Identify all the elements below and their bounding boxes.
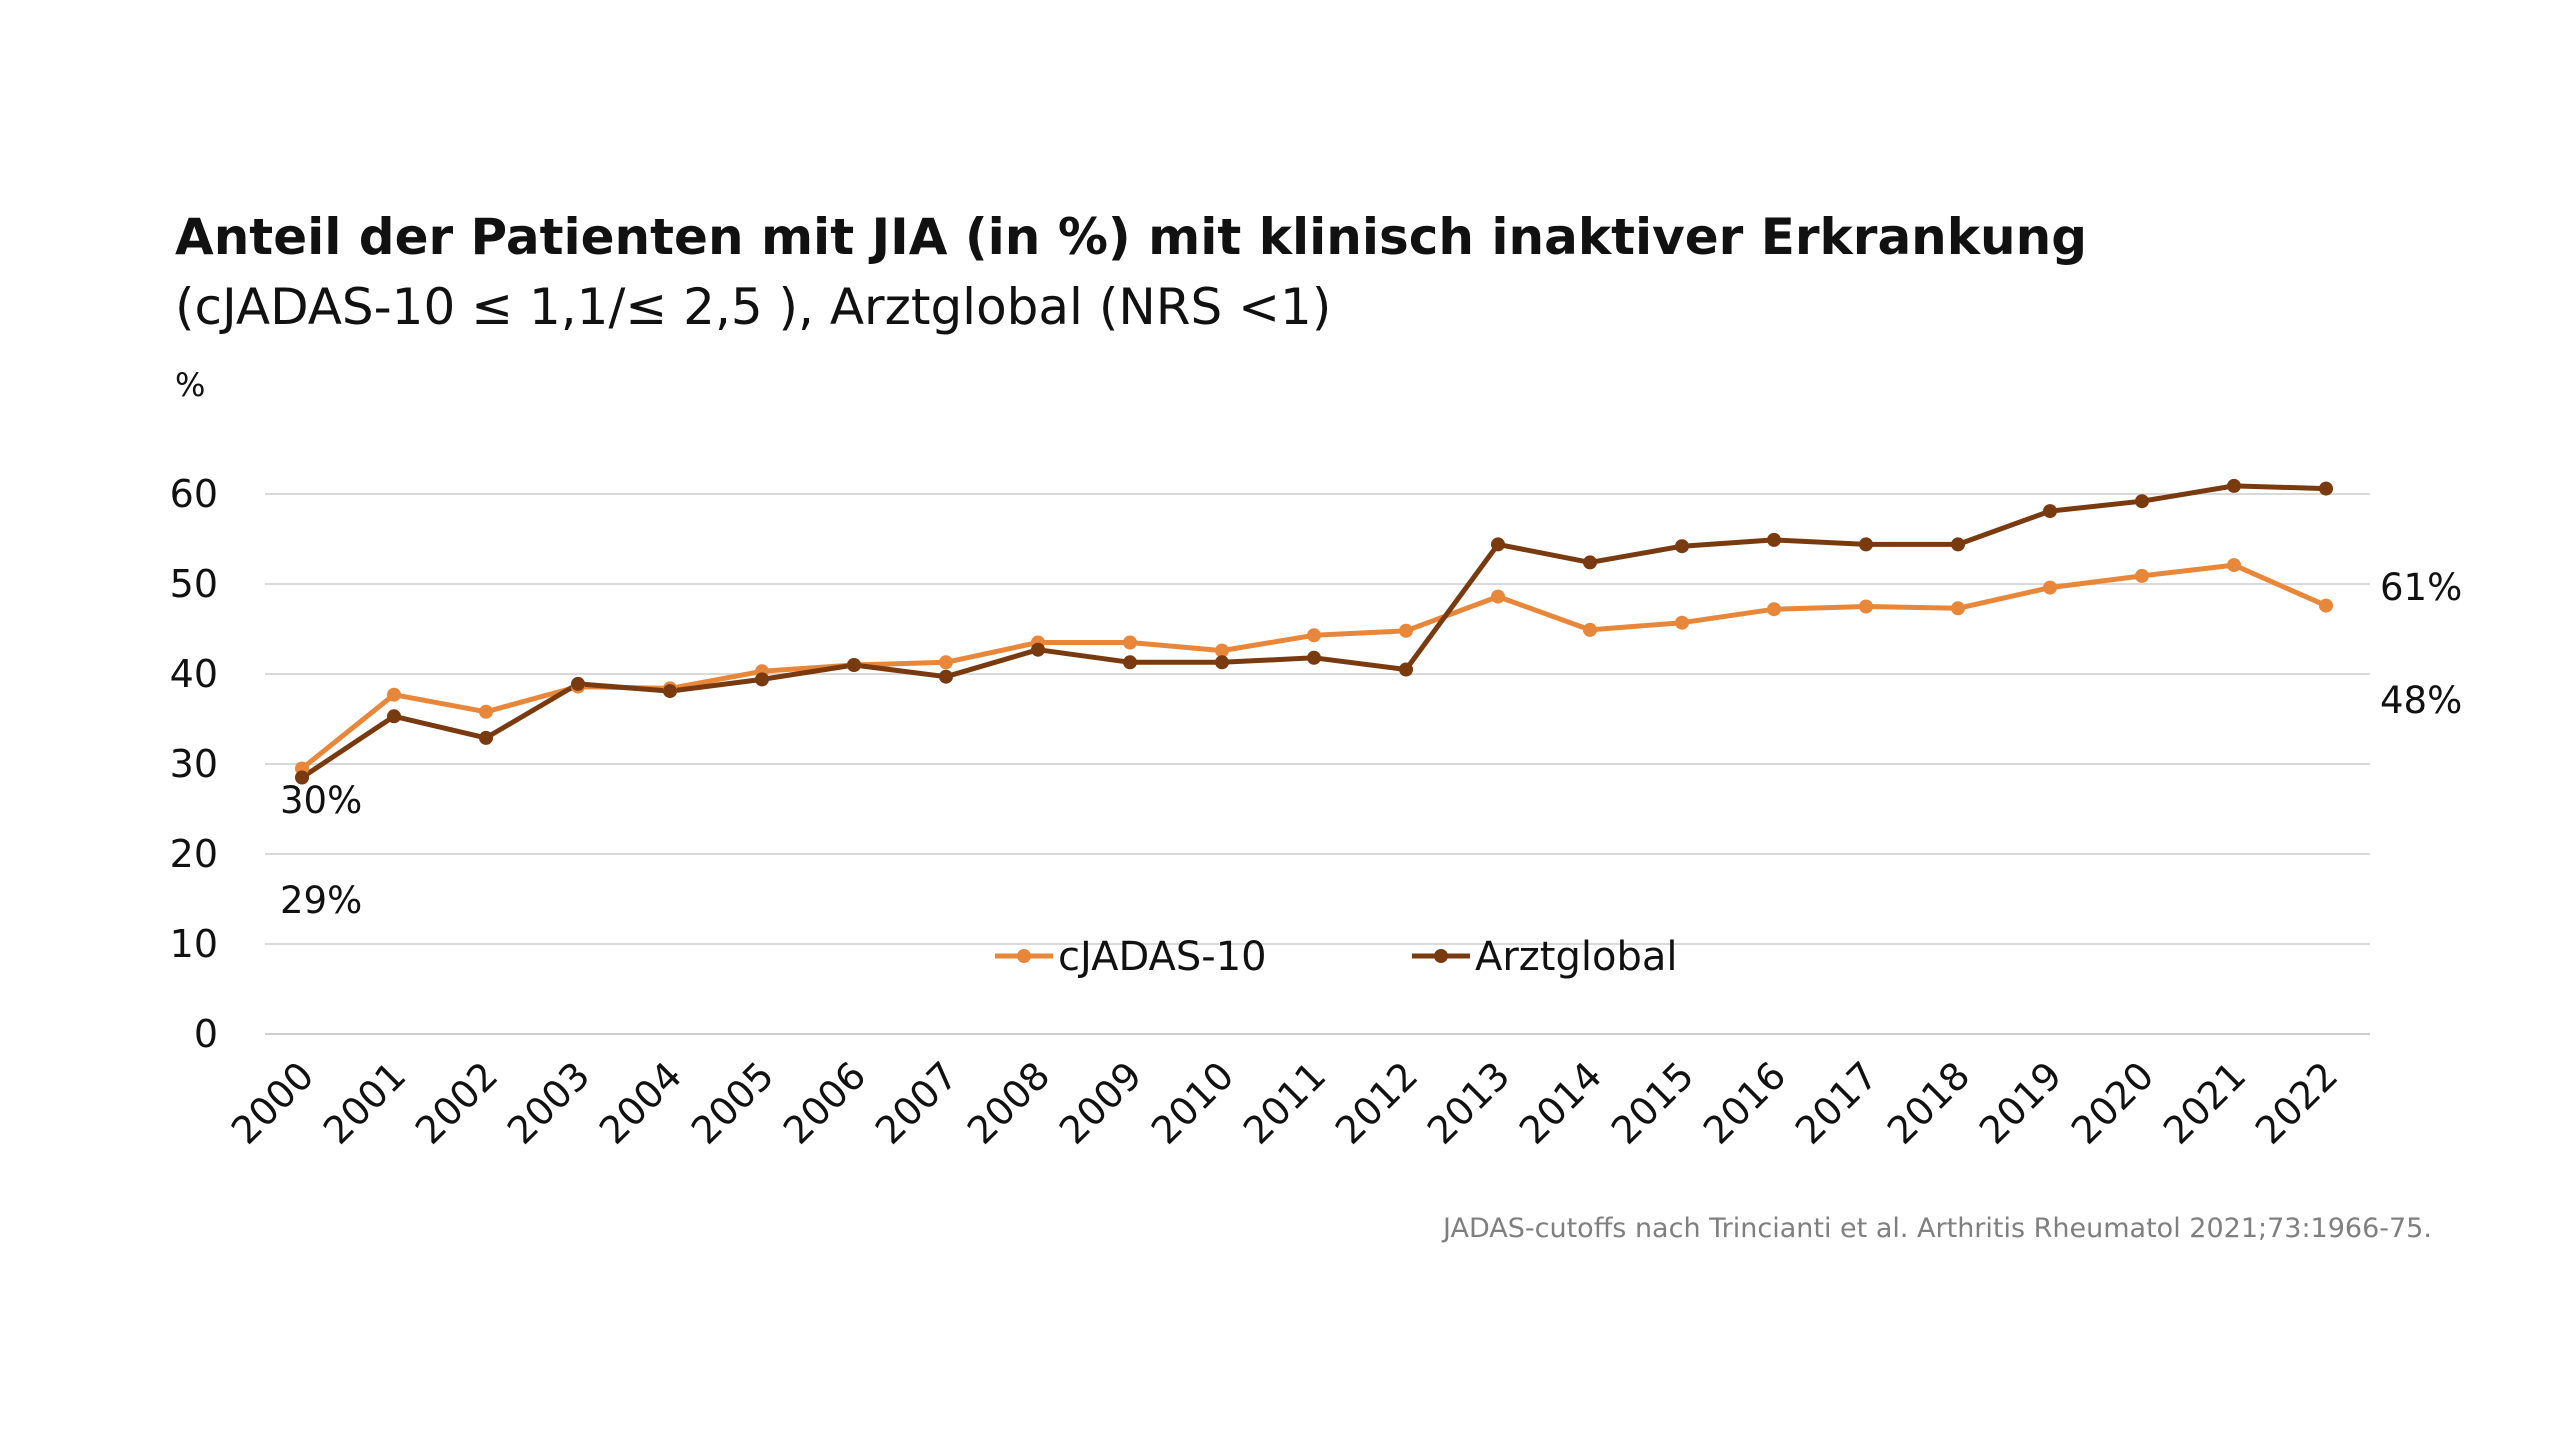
data-point-cJADAS-10-2014[interactable] bbox=[1583, 622, 1597, 637]
legend-item-arztglobal[interactable]: Arztglobal bbox=[1412, 934, 1677, 980]
data-point-Arztglobal-2022[interactable] bbox=[2319, 481, 2333, 496]
legend-marker-arztglobal bbox=[1434, 949, 1448, 963]
chart-subtitle: (cJADAS-10 ≤ 1,1/≤ 2,5 ), Arztglobal (NR… bbox=[175, 278, 1332, 336]
data-point-Arztglobal-2001[interactable] bbox=[387, 709, 401, 724]
x-tick-label: 2008 bbox=[959, 1053, 1059, 1153]
series-line-cJADAS-10 bbox=[300, 562, 2328, 771]
data-point-Arztglobal-2005[interactable] bbox=[755, 672, 769, 687]
data-point-Arztglobal-2011[interactable] bbox=[1307, 650, 1321, 665]
legend: cJADAS-10 Arztglobal bbox=[995, 934, 1677, 980]
data-point-Arztglobal-2009[interactable] bbox=[1123, 655, 1137, 670]
x-tick-label: 2012 bbox=[1327, 1053, 1427, 1153]
x-tick-label: 2006 bbox=[775, 1053, 875, 1153]
data-point-cJADAS-10-2009[interactable] bbox=[1123, 635, 1137, 650]
data-point-Arztglobal-2010[interactable] bbox=[1215, 655, 1229, 670]
annotation-end-cjadas: 48% bbox=[2380, 679, 2462, 722]
data-point-cJADAS-10-2001[interactable] bbox=[387, 687, 401, 702]
citation-footnote: JADAS-cutoffs nach Trincianti et al. Art… bbox=[1443, 1213, 2432, 1244]
data-point-Arztglobal-2013[interactable] bbox=[1491, 537, 1505, 552]
data-point-Arztglobal-2012[interactable] bbox=[1399, 662, 1413, 677]
y-tick-label: 40 bbox=[170, 652, 218, 696]
data-point-cJADAS-10-2018[interactable] bbox=[1951, 601, 1965, 616]
data-point-cJADAS-10-2002[interactable] bbox=[479, 704, 493, 719]
y-axis-unit-label: % bbox=[175, 366, 206, 404]
x-tick-label: 2015 bbox=[1603, 1053, 1703, 1153]
data-point-Arztglobal-2000[interactable] bbox=[295, 770, 309, 785]
data-point-Arztglobal-2015[interactable] bbox=[1675, 539, 1689, 554]
data-point-Arztglobal-2016[interactable] bbox=[1767, 532, 1781, 547]
data-point-cJADAS-10-2022[interactable] bbox=[2319, 598, 2333, 613]
x-tick-label: 2020 bbox=[2063, 1053, 2163, 1153]
data-point-cJADAS-10-2015[interactable] bbox=[1675, 615, 1689, 630]
x-tick-label: 2009 bbox=[1051, 1053, 1151, 1153]
data-point-Arztglobal-2017[interactable] bbox=[1859, 537, 1873, 552]
x-tick-label: 2013 bbox=[1419, 1053, 1519, 1153]
x-tick-label: 2022 bbox=[2247, 1053, 2347, 1153]
y-axis-ticks: 0 10 20 30 40 50 60 bbox=[170, 472, 218, 1056]
x-tick-label: 2001 bbox=[315, 1053, 415, 1153]
data-point-Arztglobal-2004[interactable] bbox=[663, 684, 677, 699]
y-tick-label: 0 bbox=[194, 1012, 218, 1056]
x-tick-label: 2017 bbox=[1787, 1053, 1887, 1153]
y-tick-label: 50 bbox=[170, 562, 218, 606]
legend-label-arztglobal: Arztglobal bbox=[1475, 934, 1677, 980]
x-tick-label: 2010 bbox=[1143, 1053, 1243, 1153]
data-point-Arztglobal-2014[interactable] bbox=[1583, 555, 1597, 570]
data-point-cJADAS-10-2020[interactable] bbox=[2135, 568, 2149, 583]
x-tick-label: 2019 bbox=[1971, 1053, 2071, 1153]
data-point-Arztglobal-2008[interactable] bbox=[1031, 642, 1045, 657]
data-point-cJADAS-10-2007[interactable] bbox=[939, 655, 953, 670]
x-tick-label: 2007 bbox=[867, 1053, 967, 1153]
x-tick-label: 2016 bbox=[1695, 1053, 1795, 1153]
legend-item-cjadas[interactable]: cJADAS-10 bbox=[995, 934, 1267, 980]
annotation-start-cjadas: 30% bbox=[280, 779, 362, 822]
x-tick-label: 2000 bbox=[223, 1053, 323, 1153]
legend-label-cjadas: cJADAS-10 bbox=[1058, 934, 1267, 980]
y-tick-label: 20 bbox=[170, 832, 218, 876]
data-point-Arztglobal-2006[interactable] bbox=[847, 658, 861, 672]
data-point-cJADAS-10-2011[interactable] bbox=[1307, 628, 1321, 643]
data-point-Arztglobal-2019[interactable] bbox=[2043, 504, 2057, 519]
y-tick-label: 60 bbox=[170, 472, 218, 516]
x-tick-label: 2004 bbox=[591, 1053, 691, 1153]
y-tick-label: 10 bbox=[170, 922, 218, 966]
x-axis-ticks: 2000200120022003200420052006200720082009… bbox=[223, 1053, 2347, 1153]
data-point-Arztglobal-2021[interactable] bbox=[2227, 478, 2241, 493]
data-point-Arztglobal-2020[interactable] bbox=[2135, 494, 2149, 509]
annotation-start-arztglobal: 29% bbox=[280, 879, 362, 922]
data-point-Arztglobal-2002[interactable] bbox=[479, 730, 493, 745]
series-markers bbox=[295, 478, 2333, 785]
x-tick-label: 2021 bbox=[2155, 1053, 2255, 1153]
data-point-cJADAS-10-2013[interactable] bbox=[1491, 589, 1505, 604]
x-tick-label: 2018 bbox=[1879, 1053, 1979, 1153]
x-tick-label: 2003 bbox=[499, 1053, 599, 1153]
y-tick-label: 30 bbox=[170, 742, 218, 786]
chart-title: Anteil der Patienten mit JIA (in %) mit … bbox=[175, 208, 2088, 266]
data-point-cJADAS-10-2012[interactable] bbox=[1399, 623, 1413, 638]
data-point-Arztglobal-2018[interactable] bbox=[1951, 537, 1965, 552]
data-point-Arztglobal-2007[interactable] bbox=[939, 669, 953, 684]
x-tick-label: 2002 bbox=[407, 1053, 507, 1153]
data-point-Arztglobal-2003[interactable] bbox=[571, 676, 585, 691]
data-point-cJADAS-10-2010[interactable] bbox=[1215, 643, 1229, 658]
data-point-cJADAS-10-2019[interactable] bbox=[2043, 580, 2057, 595]
annotation-end-arztglobal: 61% bbox=[2380, 566, 2462, 609]
data-point-cJADAS-10-2021[interactable] bbox=[2227, 558, 2241, 573]
x-tick-label: 2011 bbox=[1235, 1053, 1335, 1153]
x-tick-label: 2014 bbox=[1511, 1053, 1611, 1153]
data-point-cJADAS-10-2016[interactable] bbox=[1767, 602, 1781, 617]
gridlines bbox=[265, 493, 2370, 1035]
data-point-cJADAS-10-2017[interactable] bbox=[1859, 599, 1873, 614]
legend-marker-cjadas bbox=[1017, 949, 1031, 963]
x-tick-label: 2005 bbox=[683, 1053, 783, 1153]
